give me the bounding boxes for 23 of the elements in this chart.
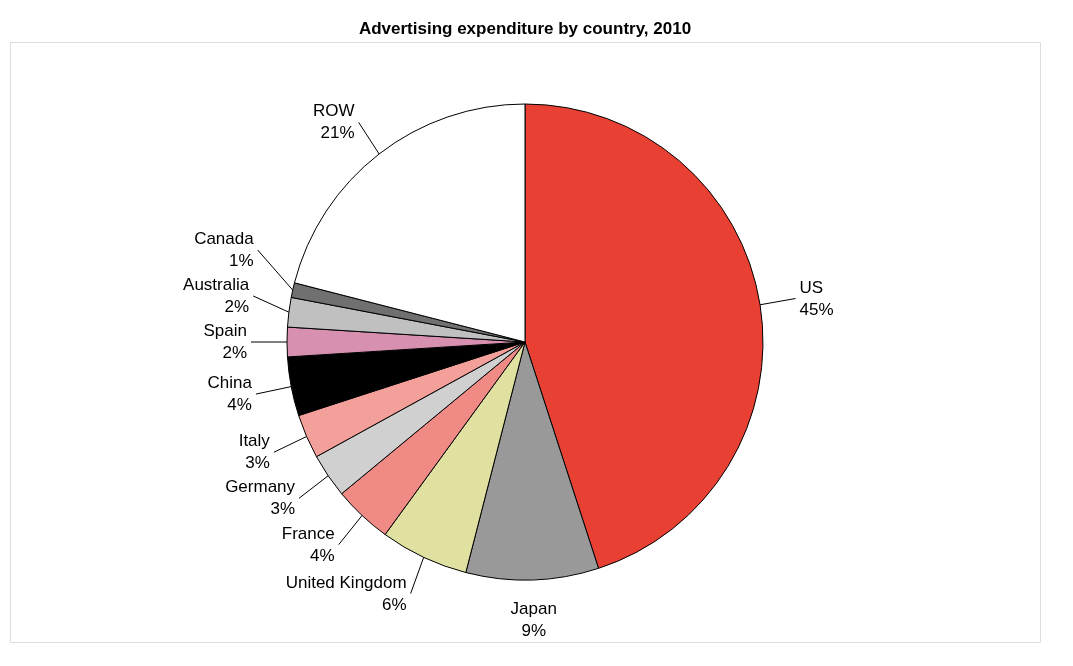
slice-label: Australia — [183, 275, 250, 294]
data-label: 21% — [320, 123, 355, 143]
data-label: 9% — [521, 620, 547, 640]
data-label: 2% — [224, 297, 250, 316]
data-label: 2% — [222, 343, 247, 362]
data-label: 1% — [229, 251, 254, 270]
slice-label: Italy — [238, 431, 271, 451]
slice-label: US — [799, 277, 824, 297]
slice-label: Spain — [203, 321, 247, 340]
slice-label: France — [281, 523, 335, 543]
slice-label: United Kingdom — [285, 572, 407, 592]
data-label: 45% — [799, 299, 834, 319]
slice-label: Germany — [225, 477, 296, 497]
slice-label: Canada — [194, 229, 255, 248]
data-label: 6% — [382, 594, 407, 614]
chart-title: Advertising expenditure by country, 2010 — [358, 19, 692, 38]
slice-label: ROW — [313, 101, 355, 121]
data-label: 3% — [245, 453, 270, 473]
data-label: 4% — [227, 395, 252, 415]
data-label: 4% — [310, 545, 335, 565]
data-label: 3% — [270, 499, 296, 519]
slice-label: Japan — [510, 598, 557, 618]
slice-label: China — [207, 373, 253, 393]
